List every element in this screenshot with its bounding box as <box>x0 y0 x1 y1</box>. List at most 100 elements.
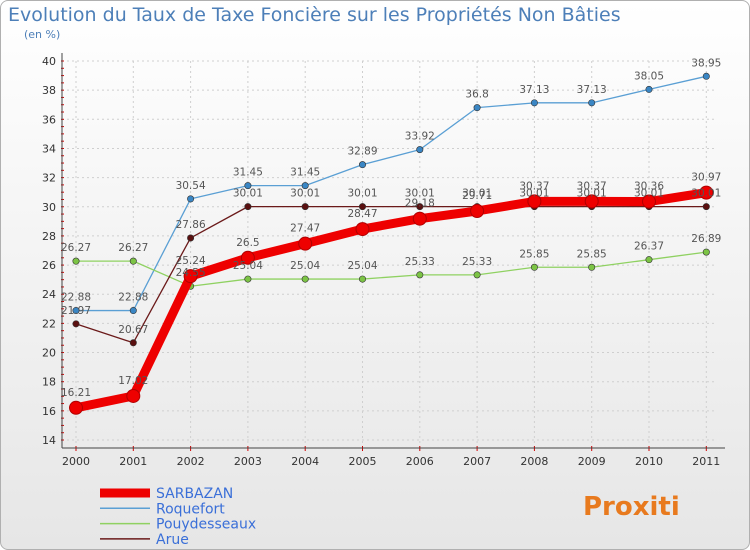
point-pouydesseaux <box>416 271 424 279</box>
point-roquefort <box>702 72 710 80</box>
data-label-pouydesseaux: 25.04 <box>233 260 263 272</box>
y-tick-label: 40 <box>42 55 56 68</box>
point-pouydesseaux <box>473 271 481 279</box>
data-label-roquefort: 37.13 <box>577 84 607 96</box>
point-roquefort <box>72 307 80 315</box>
x-tick-label: 2007 <box>463 455 491 468</box>
data-label-sarbazan: 30.37 <box>519 180 549 192</box>
data-label-sarbazan: 30.37 <box>577 180 607 192</box>
point-pouydesseaux <box>244 275 252 283</box>
point-roquefort <box>129 307 137 315</box>
point-roquefort <box>645 85 653 93</box>
y-tick-label: 30 <box>42 201 56 214</box>
data-label-sarbazan: 30.97 <box>691 172 721 184</box>
point-sarbazan <box>355 222 370 237</box>
data-label-pouydesseaux: 25.04 <box>347 260 377 272</box>
data-label-sarbazan: 16.21 <box>61 387 91 399</box>
y-tick-label: 38 <box>42 84 56 97</box>
data-label-roquefort: 22.88 <box>61 292 91 304</box>
x-tick-label: 2009 <box>578 455 606 468</box>
point-roquefort <box>358 161 366 169</box>
data-label-roquefort: 37.13 <box>519 84 549 96</box>
y-tick-label: 28 <box>42 230 56 243</box>
legend-label-sarbazan: SARBAZAN <box>156 486 233 502</box>
y-tick-label: 24 <box>42 288 56 301</box>
point-pouydesseaux <box>702 248 710 256</box>
axis-layer: 14 16 18 20 22 24 26 28 30 32 34 36 38 40 2000 2001 2002… <box>42 53 725 468</box>
point-roquefort <box>416 146 424 154</box>
x-tick-label: 2008 <box>520 455 548 468</box>
data-label-pouydesseaux: 26.27 <box>61 242 91 254</box>
data-label-arue: 30.01 <box>691 188 721 200</box>
data-label-arue: 30.01 <box>577 188 607 200</box>
data-label-arue: 30.01 <box>233 188 263 200</box>
series-line-roquefort <box>75 75 707 312</box>
data-label-arue: 30.01 <box>519 188 549 200</box>
point-roquefort <box>473 104 481 112</box>
x-tick-label: 2000 <box>62 455 90 468</box>
x-tick-label: 2010 <box>635 455 663 468</box>
data-label-pouydesseaux: 24.55 <box>176 267 206 279</box>
data-label-sarbazan: 26.5 <box>236 237 259 249</box>
y-tick-label: 16 <box>42 405 56 418</box>
x-tick-label: 2011 <box>692 455 720 468</box>
point-arue <box>358 203 366 211</box>
series-line-arue <box>75 205 707 344</box>
point-sarbazan <box>126 388 141 403</box>
data-label-roquefort: 33.92 <box>405 131 435 143</box>
data-label-arue: 30.01 <box>347 188 377 200</box>
data-label-pouydesseaux: 26.27 <box>118 242 148 254</box>
series-layer <box>69 72 714 415</box>
data-label-sarbazan: 25.24 <box>176 255 206 267</box>
point-roquefort <box>301 182 309 190</box>
proxiti-logo: Proxiti <box>583 492 680 522</box>
data-label-layer: 22.88 22.88 30.54 31.45 31.45 32.89 33.92 36.8 3… <box>61 57 721 398</box>
x-tick-label: 2002 <box>177 455 205 468</box>
data-label-sarbazan: 27.47 <box>290 223 320 235</box>
x-tick-label: 2005 <box>349 455 377 468</box>
chart-title: Evolution du Taux de Taxe Foncière sur l… <box>8 4 621 26</box>
data-label-arue: 30.01 <box>462 188 492 200</box>
legend-label-roquefort: Roquefort <box>156 501 225 517</box>
x-tick-label: 2006 <box>406 455 434 468</box>
y-tick-label: 18 <box>42 376 56 389</box>
data-label-roquefort: 30.54 <box>176 180 206 192</box>
data-label-pouydesseaux: 26.89 <box>691 233 721 245</box>
point-sarbazan <box>699 185 714 200</box>
data-label-sarbazan: 29.71 <box>462 190 492 202</box>
point-sarbazan <box>527 194 542 209</box>
point-roquefort <box>530 99 538 107</box>
data-label-pouydesseaux: 25.85 <box>519 248 549 260</box>
point-sarbazan <box>69 400 83 415</box>
point-pouydesseaux <box>588 263 596 271</box>
data-label-pouydesseaux: 25.33 <box>405 256 435 268</box>
data-label-sarbazan: 30.36 <box>634 181 664 193</box>
point-arue <box>129 339 137 347</box>
point-sarbazan <box>584 194 599 209</box>
y-tick-label: 32 <box>42 172 56 185</box>
point-roquefort <box>244 182 252 190</box>
point-sarbazan <box>470 203 485 218</box>
point-pouydesseaux <box>645 256 653 264</box>
series-line-sarbazan <box>71 188 711 413</box>
point-roquefort <box>588 99 596 107</box>
data-label-sarbazan: 28.47 <box>347 208 377 220</box>
data-label-roquefort: 22.88 <box>118 292 148 304</box>
point-sarbazan <box>183 269 198 284</box>
data-label-pouydesseaux: 25.85 <box>577 248 607 260</box>
y-tick-label: 14 <box>42 434 56 447</box>
point-arue <box>702 203 710 211</box>
point-arue <box>244 203 252 211</box>
point-pouydesseaux <box>301 275 309 283</box>
data-label-pouydesseaux: 25.33 <box>462 256 492 268</box>
y-tick-label: 20 <box>42 347 56 360</box>
legend-label-arue: Arue <box>156 532 189 548</box>
point-sarbazan <box>298 236 313 251</box>
data-label-roquefort: 36.8 <box>465 89 488 101</box>
data-label-roquefort: 38.95 <box>691 57 721 69</box>
point-arue <box>416 203 424 211</box>
data-label-arue: 30.01 <box>290 188 320 200</box>
y-tick-label: 26 <box>42 259 56 272</box>
